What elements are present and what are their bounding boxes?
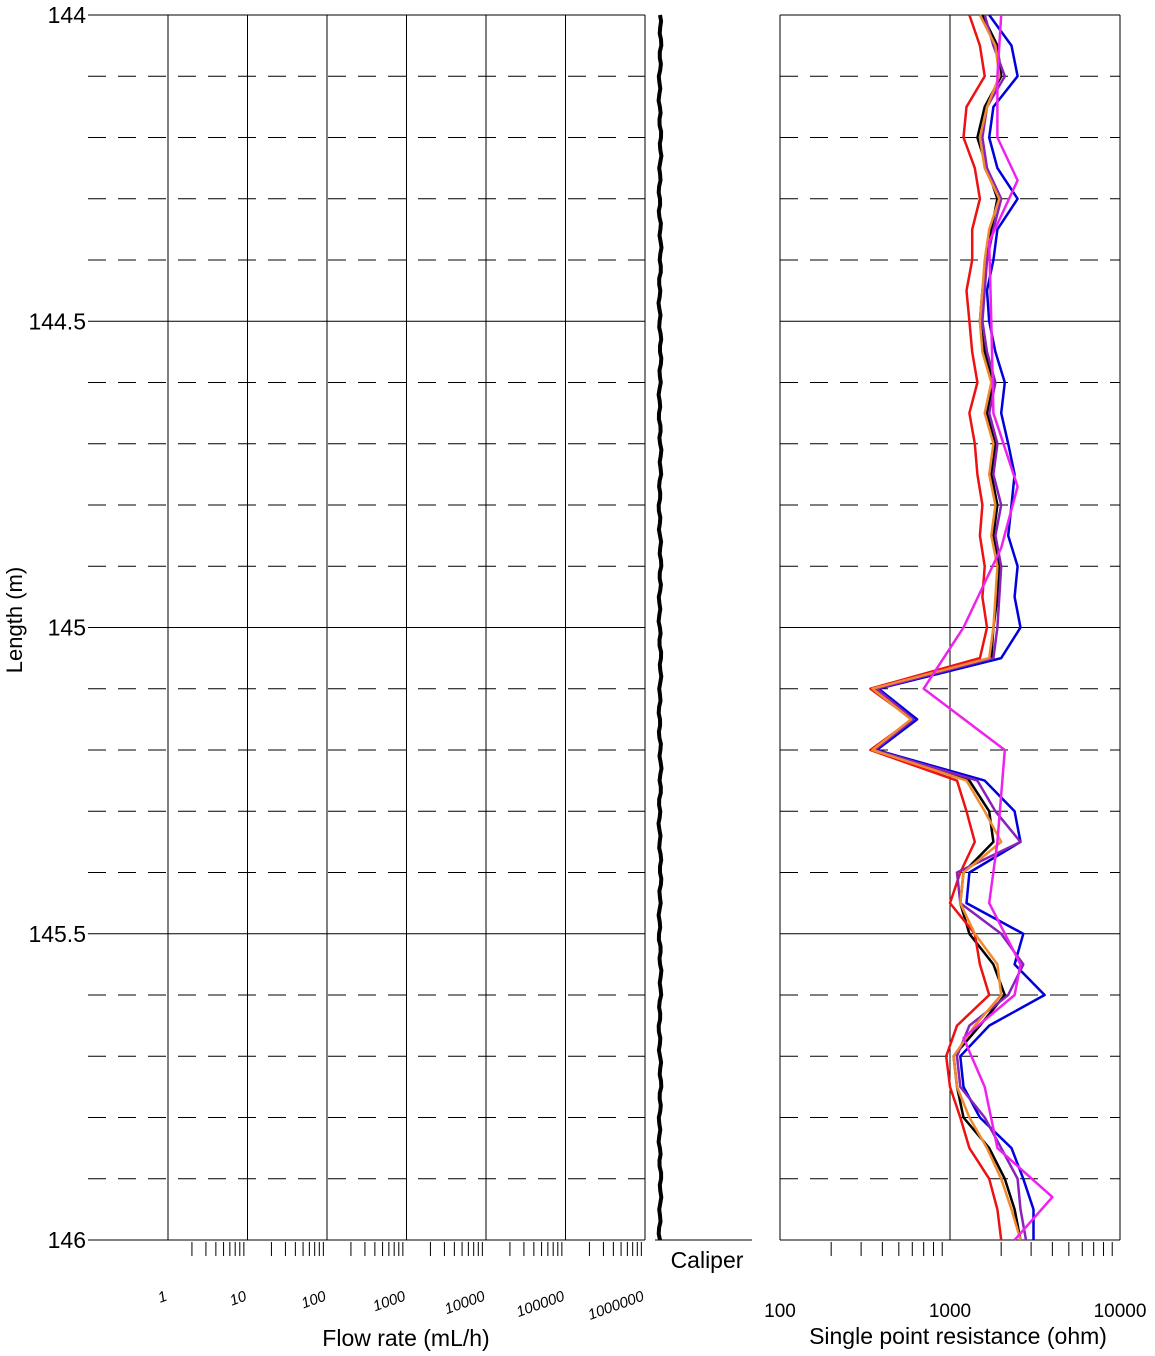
y-tick-label: 146 (48, 1227, 86, 1253)
caliper-panel (655, 14, 752, 1241)
resistance-panel: 100 1000 10000 (764, 14, 1147, 1322)
resistance-series-line (869, 14, 1003, 1241)
flow-x-tick-label: 10 (227, 1288, 249, 1310)
y-tick-label: 145.5 (28, 921, 86, 947)
y-tick-label: 144 (48, 2, 87, 28)
flow-rate-panel: 1 10 100 1000 10000 100000 1000000 (88, 14, 647, 1324)
resistance-x-tick-label: 100 (764, 1301, 796, 1322)
y-axis-title: Length (m) (2, 567, 27, 673)
flow-x-tick-label: 100000 (514, 1288, 567, 1321)
resistance-series-line (875, 14, 1046, 1240)
flow-x-tick-label: 100 (299, 1288, 329, 1313)
flow-x-tick-label: 10000 (442, 1288, 488, 1318)
flow-x-tick-label: 1 (156, 1288, 170, 1307)
resistance-series-line (922, 14, 1054, 1241)
resistance-x-tick-label: 1000 (929, 1301, 971, 1322)
y-tick-label: 145 (48, 615, 86, 641)
y-tick-label: 144.5 (28, 308, 86, 334)
caliper-label: Caliper (671, 1247, 744, 1273)
caliper-line (656, 14, 664, 1241)
depth-axis: 144 144.5 145 145.5 146 (28, 2, 86, 1253)
flow-x-tick-label: 1000 (371, 1288, 409, 1316)
resistance-x-tick-label: 10000 (1094, 1301, 1147, 1322)
flow-x-tick-label: 1000000 (586, 1288, 647, 1324)
resistance-x-axis-title: Single point resistance (ohm) (809, 1323, 1107, 1349)
flow-x-axis-title: Flow rate (mL/h) (322, 1325, 489, 1351)
